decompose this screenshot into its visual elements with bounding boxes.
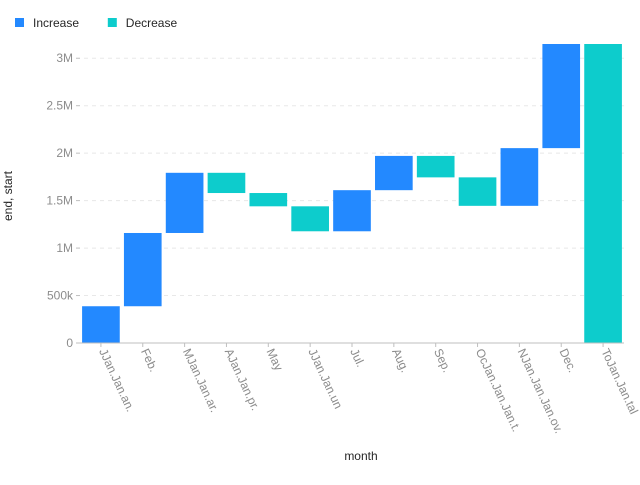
x-tick-label: May: [264, 346, 286, 372]
y-axis-title: end, start: [1, 170, 15, 221]
y-tick-label: 1M: [56, 241, 73, 255]
x-tick-label: NJan.Jan.Jan.ov.: [515, 346, 566, 435]
bar-decrease[interactable]: [207, 172, 246, 194]
bar-decrease[interactable]: [249, 193, 288, 207]
x-axis-title: month: [344, 449, 377, 463]
y-axis: 0 500k 1M 1.5M 2M 2.5M 3M: [46, 51, 80, 350]
x-tick-label: Aug.: [389, 346, 412, 374]
bar-increase[interactable]: [375, 155, 413, 191]
legend-item-decrease[interactable]: Decrease: [107, 16, 178, 30]
legend-swatch-increase: [15, 18, 24, 27]
x-tick-label: MJan.Jan.ar.: [180, 346, 222, 414]
legend-label-decrease: Decrease: [126, 16, 178, 30]
bar-increase[interactable]: [542, 44, 581, 149]
y-tick-label: 2M: [56, 146, 73, 160]
y-tick-label: 500k: [47, 289, 74, 303]
legend-label-increase: Increase: [33, 16, 79, 30]
x-tick-label: ToJan.Jan.tal: [598, 346, 640, 416]
legend: Increase Decrease: [15, 16, 177, 30]
bar-increase[interactable]: [123, 232, 162, 307]
x-axis: JJan.Jan.an. Feb. MJan.Jan.ar. AJan.Jan.pr.…: [80, 342, 640, 435]
x-tick-label: Sep.: [431, 346, 454, 374]
legend-item-increase[interactable]: Increase: [15, 16, 79, 30]
x-tick-label: Dec.: [557, 346, 580, 374]
bars: [82, 44, 622, 343]
x-tick-label: JJan.Jan.un: [305, 346, 345, 411]
bar-decrease[interactable]: [458, 177, 497, 206]
bar-decrease[interactable]: [584, 44, 622, 343]
x-tick-label: OcJan.Jan.Jan.t.: [473, 346, 524, 434]
legend-swatch-decrease: [107, 18, 117, 27]
y-tick-label: 1.5M: [46, 194, 73, 208]
bar-decrease[interactable]: [291, 206, 329, 232]
bar-increase[interactable]: [82, 306, 120, 343]
y-tick-label: 3M: [56, 51, 73, 65]
y-tick-label: 0: [66, 336, 73, 350]
y-tick-label: 2.5M: [46, 99, 73, 113]
x-tick-label: JJan.Jan.an.: [96, 346, 137, 414]
bar-increase[interactable]: [165, 172, 204, 233]
bar-decrease[interactable]: [416, 155, 455, 178]
x-tick-label: Jul.: [347, 346, 368, 369]
bar-increase[interactable]: [500, 148, 539, 206]
x-tick-label: AJan.Jan.pr.: [222, 346, 263, 412]
x-tick-label: Feb.: [138, 346, 161, 374]
bar-increase[interactable]: [333, 190, 371, 232]
